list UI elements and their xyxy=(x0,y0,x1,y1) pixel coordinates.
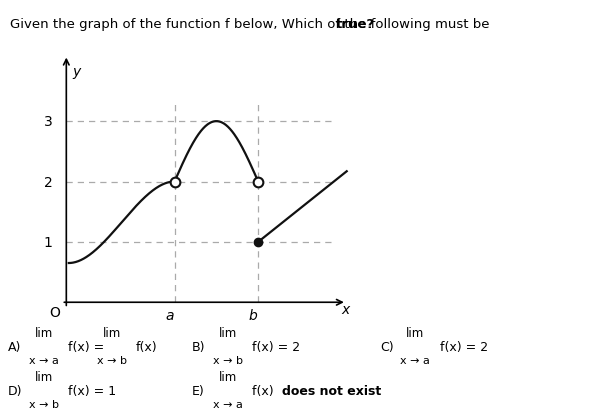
Text: x → a: x → a xyxy=(29,356,59,366)
Text: true?: true? xyxy=(336,18,375,31)
Text: b: b xyxy=(249,309,257,323)
Text: f(x) = 2: f(x) = 2 xyxy=(440,340,488,353)
Text: lim: lim xyxy=(35,370,53,383)
Text: x → b: x → b xyxy=(29,399,59,409)
Text: lim: lim xyxy=(406,326,424,339)
Text: a: a xyxy=(165,309,174,323)
Text: f(x) =: f(x) = xyxy=(68,340,104,353)
Text: x → a: x → a xyxy=(400,356,430,366)
Text: B): B) xyxy=(192,340,206,353)
Text: x → b: x → b xyxy=(97,356,127,366)
Text: Given the graph of the function f below, Which of the following must be: Given the graph of the function f below,… xyxy=(10,18,493,31)
Text: x → b: x → b xyxy=(213,356,243,366)
Text: f(x): f(x) xyxy=(252,384,278,397)
Text: x → a: x → a xyxy=(213,399,243,409)
Text: lim: lim xyxy=(219,370,237,383)
Text: E): E) xyxy=(192,384,205,397)
Text: Given the graph of the function f below, Which of the following must be true?: Given the graph of the function f below,… xyxy=(10,18,528,31)
Text: f(x) = 2: f(x) = 2 xyxy=(252,340,300,353)
Text: C): C) xyxy=(380,340,393,353)
Text: 1: 1 xyxy=(44,235,52,249)
Text: 3: 3 xyxy=(44,115,52,129)
Text: f(x): f(x) xyxy=(136,340,157,353)
Text: f(x) = 1: f(x) = 1 xyxy=(68,384,116,397)
Text: A): A) xyxy=(8,340,21,353)
Text: lim: lim xyxy=(103,326,121,339)
Text: D): D) xyxy=(8,384,23,397)
Text: y: y xyxy=(73,64,81,78)
Text: does not exist: does not exist xyxy=(282,384,381,397)
Text: lim: lim xyxy=(35,326,53,339)
Text: lim: lim xyxy=(219,326,237,339)
Text: 2: 2 xyxy=(44,175,52,189)
Text: x: x xyxy=(342,302,350,316)
Text: O: O xyxy=(49,305,60,319)
